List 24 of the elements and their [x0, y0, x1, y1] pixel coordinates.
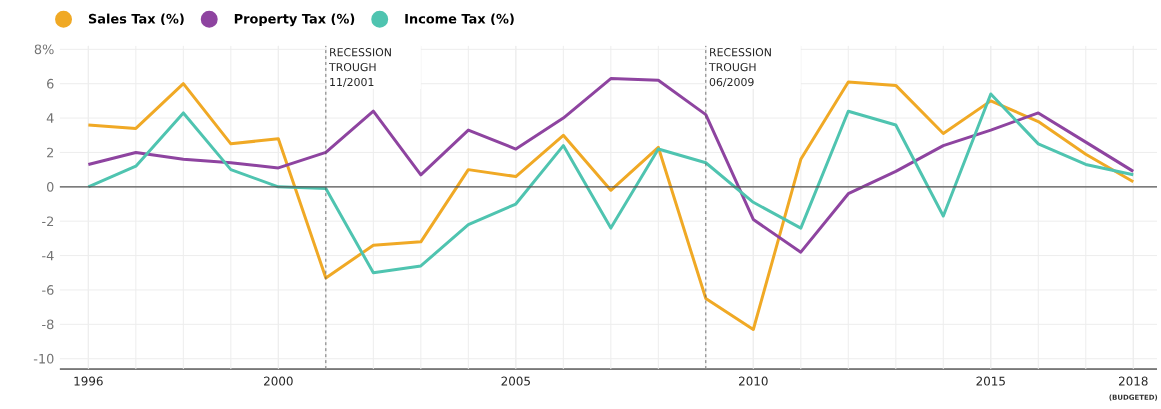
y-tick-label: 4: [46, 113, 54, 123]
line-series: [86, 92, 1135, 275]
x-tick-label: 2010: [739, 376, 768, 386]
y-tick-label: 0: [46, 181, 54, 192]
x-tick-label: 2005: [501, 376, 530, 386]
line-series: [86, 80, 1135, 332]
y-tick-label: -10: [33, 353, 54, 364]
ref-line-label: RECESSION TROUGH 11/2001: [329, 48, 391, 88]
legend-label: Income Tax (%): [405, 13, 514, 26]
ref-line-label: RECESSION TROUGH 06/2009: [708, 48, 771, 88]
y-tick-label: -2: [42, 216, 54, 227]
y-tick-label: -8: [42, 319, 54, 330]
y-tick-label: -6: [42, 285, 54, 295]
line-series: [86, 77, 1135, 254]
x-tick-label: 2018: [1118, 376, 1148, 386]
y-tick-label: -4: [42, 250, 54, 261]
y-tick-label: 2: [47, 147, 54, 158]
y-tick-label: 8%: [34, 44, 54, 55]
x-tick-label: 1996: [74, 376, 103, 386]
legend-label: Sales Tax (%): [88, 13, 184, 26]
y-tick-label: 6: [47, 78, 54, 89]
x-tick-label: 2015: [976, 376, 1005, 386]
legend-label: Property Tax (%): [234, 13, 355, 27]
x-tick-label: 2000: [264, 376, 293, 386]
